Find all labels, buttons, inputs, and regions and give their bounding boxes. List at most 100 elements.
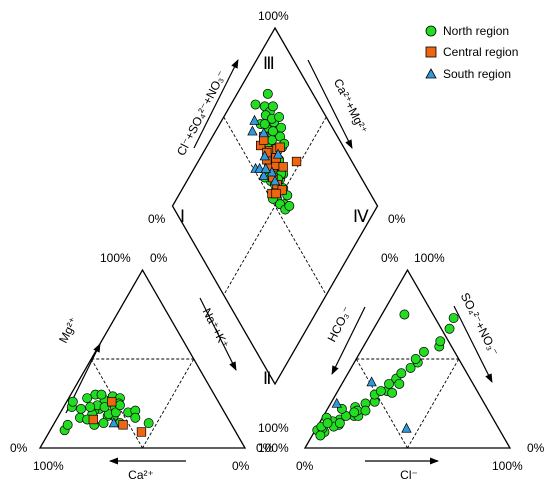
north-diamond-point <box>259 119 270 130</box>
north-anion-point <box>349 407 360 418</box>
south-diamond-point <box>259 150 270 161</box>
north-diamond-point <box>268 101 278 112</box>
diamond-upper-right-label: Ca²⁺+Mg²⁺ <box>331 76 371 136</box>
south-diamond-point <box>272 148 284 159</box>
anion-bottom-label: Cl⁻ <box>400 468 418 482</box>
diamond-upper-left-label: Cl⁻+SO₄²⁻+NO₃⁻ <box>174 68 229 158</box>
arrow-diamond-upper-right <box>307 59 353 149</box>
north-anion-point <box>375 386 386 396</box>
north-anion-point <box>360 405 371 416</box>
south-diamond-point <box>260 162 271 173</box>
north-cation-point <box>114 400 125 411</box>
south-diamond-point <box>247 125 258 136</box>
central-cation-point <box>118 420 128 430</box>
pct-anion-top: 100% <box>414 251 445 265</box>
zone-label-bottom: Ⅱ <box>263 369 271 388</box>
north-cation-point <box>67 396 78 407</box>
legend-central-marker <box>425 46 437 58</box>
arrow-anion-left <box>331 306 366 375</box>
north-anion-point <box>334 418 345 429</box>
north-cation-point <box>130 412 141 423</box>
north-cation-point <box>82 393 93 404</box>
north-anion-point <box>405 362 416 373</box>
north-anion-point <box>418 346 429 357</box>
pct-anion-bottom-right: 100% <box>492 459 523 473</box>
central-diamond-point <box>278 162 288 172</box>
pct-cation-bottom-left: 100% <box>33 459 64 473</box>
pct-anion-left: 100% <box>258 441 289 455</box>
legend-south-label: South region <box>443 67 511 81</box>
north-cation-point <box>143 418 154 429</box>
north-anion-point <box>315 430 326 441</box>
arrow-diamond-lower-left <box>199 297 237 371</box>
north-anion-point <box>394 378 405 389</box>
pct-anion-top-left: 0% <box>381 251 399 265</box>
north-cation-point <box>85 402 96 413</box>
legend: North region Central region South region <box>425 24 518 81</box>
zone-label-right: Ⅳ <box>353 207 369 226</box>
legend-central-label: Central region <box>443 45 518 59</box>
south-diamond-point <box>254 162 265 173</box>
zone-label-top: Ⅲ <box>263 54 275 73</box>
north-diamond-point <box>250 99 261 110</box>
north-anion-point <box>384 378 394 389</box>
north-diamond-point <box>274 112 285 122</box>
pct-top-diamond: 100% <box>258 9 289 23</box>
cation-left-label: Mg²⁺ <box>56 315 81 345</box>
pct-cation-right: 0% <box>256 441 274 455</box>
pct-right-diamond: 0% <box>388 212 406 226</box>
north-cation-point <box>96 389 107 400</box>
diamond-lower-left-label: Na⁺+K⁺ <box>200 306 232 351</box>
pct-anion-right: 0% <box>527 441 545 455</box>
north-cation-point <box>98 418 109 429</box>
north-anion-point <box>448 313 459 324</box>
arrow-anion-right <box>453 305 493 383</box>
south-anion-point <box>401 422 412 433</box>
north-diamond-point <box>268 126 278 137</box>
pct-cation-top: 100% <box>100 251 131 265</box>
pct-anion-bottom-left: 0% <box>296 459 314 473</box>
south-diamond-point <box>269 175 281 186</box>
anion-zone-line <box>407 358 460 449</box>
legend-north-marker <box>425 25 437 37</box>
central-diamond-point <box>291 156 302 167</box>
central-cation-point <box>107 397 117 407</box>
legend-south-marker <box>425 68 437 79</box>
anion-zone-line <box>355 358 408 449</box>
pct-bottom-diamond: 100% <box>258 421 289 435</box>
north-cation-point <box>99 402 110 413</box>
zone-label-left: Ⅰ <box>180 207 185 226</box>
central-diamond-point <box>271 188 281 199</box>
north-diamond-point <box>284 201 295 211</box>
legend-north-label: North region <box>443 24 509 38</box>
pct-cation-left: 0% <box>10 441 28 455</box>
pct-left-diamond: 0% <box>148 212 166 226</box>
pct-cation-bottom-right: 0% <box>232 459 250 473</box>
pct-cation-top-right: 0% <box>150 251 168 265</box>
diamond-zone-line <box>223 116 327 296</box>
anion-right-label: SO₄²⁻+NO₃⁻ <box>458 290 502 358</box>
north-anion-point <box>322 418 333 429</box>
central-cation-point <box>136 427 147 437</box>
diamond-frame <box>171 26 379 386</box>
north-anion-point <box>387 387 398 398</box>
north-cation-point <box>76 403 86 414</box>
central-cation-point <box>88 414 98 425</box>
cation-zone-line <box>142 358 195 449</box>
north-anion-point <box>444 323 455 334</box>
south-anion-point <box>366 376 377 387</box>
north-anion-point <box>396 368 407 379</box>
north-anion-point <box>435 336 446 347</box>
north-anion-point <box>399 309 410 320</box>
south-diamond-point <box>258 127 269 138</box>
south-diamond-point <box>249 114 260 125</box>
south-cation-point <box>108 417 119 428</box>
arrow-diamond-upper-left <box>193 59 239 149</box>
diagram-frames <box>38 26 512 449</box>
south-diamond-point <box>258 169 269 180</box>
cation-bottom-label: Ca²⁺ <box>128 468 154 482</box>
north-anion-point <box>410 354 421 364</box>
data-points <box>59 88 459 441</box>
north-diamond-point <box>262 88 273 99</box>
